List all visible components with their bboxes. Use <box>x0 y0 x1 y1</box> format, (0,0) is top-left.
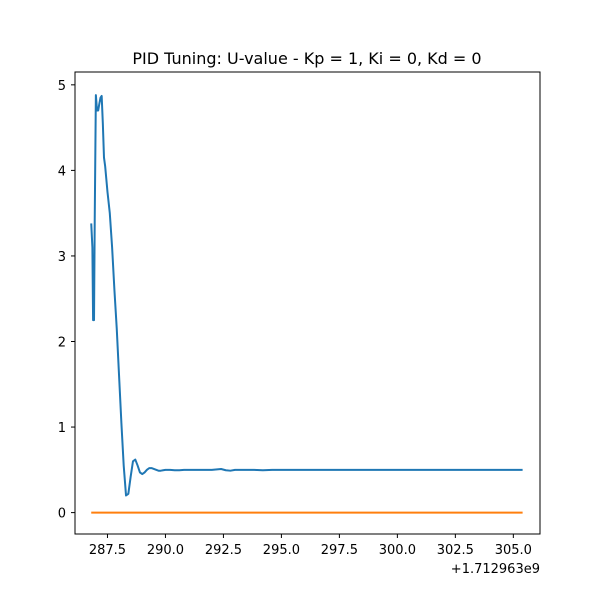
plot-area <box>90 94 523 514</box>
x-axis-offset-label: +1.712963e9 <box>451 562 540 577</box>
x-tick-label: 295.0 <box>263 543 300 558</box>
y-tick-label: 5 <box>58 79 66 94</box>
x-tick-label: 287.5 <box>89 543 126 558</box>
x-tick-label: 300.0 <box>379 543 416 558</box>
series-line-1 <box>90 94 523 497</box>
y-tick-label: 3 <box>58 250 66 265</box>
y-tick-label: 0 <box>58 507 66 522</box>
x-tick-label: 302.5 <box>437 543 474 558</box>
x-tick-label: 305.0 <box>495 543 532 558</box>
y-tick-label: 1 <box>58 421 66 436</box>
plot-frame <box>74 71 541 535</box>
x-tick-label: 292.5 <box>205 543 242 558</box>
axes: 287.5 290.0 292.5 295.0 297.5 300.0 302.5 305.0… <box>58 71 541 558</box>
x-tick-label: 297.5 <box>321 543 358 558</box>
chart-title: PID Tuning: U-value - Kp = 1, Ki = 0, Kd… <box>132 49 481 68</box>
y-tick-label: 2 <box>58 336 66 351</box>
x-tick-label: 290.0 <box>147 543 184 558</box>
y-tick-label: 4 <box>58 164 66 179</box>
